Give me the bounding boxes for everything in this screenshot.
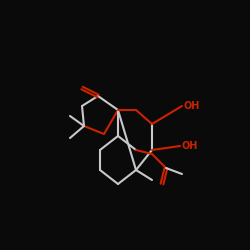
- Text: OH: OH: [183, 101, 200, 111]
- Text: OH: OH: [181, 141, 198, 151]
